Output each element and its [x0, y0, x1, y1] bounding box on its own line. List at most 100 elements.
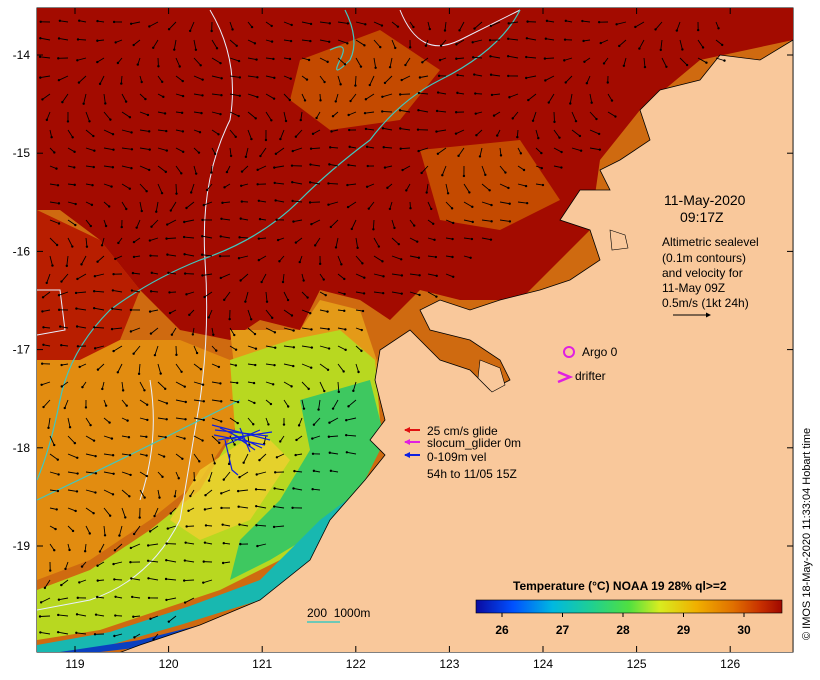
velocity-arrow-tip	[131, 271, 135, 275]
velocity-arrow	[133, 345, 141, 355]
velocity-arrow	[175, 453, 183, 460]
velocity-arrow-tip	[73, 166, 76, 169]
velocity-arrow-tip	[363, 276, 366, 279]
velocity-arrow-tip	[128, 453, 132, 457]
velocity-arrow-tip	[167, 27, 171, 31]
drifter-label: drifter	[575, 369, 606, 383]
velocity-arrow	[391, 219, 395, 229]
velocity-arrow	[458, 147, 465, 157]
velocity-arrow-tip	[202, 581, 205, 584]
velocity-arrow-tip	[103, 534, 107, 537]
velocity-arrow-tip	[345, 433, 348, 437]
velocity-arrow	[335, 93, 339, 102]
velocity-arrow-tip	[76, 472, 79, 475]
velocity-arrow-tip	[238, 523, 241, 526]
velocity-arrow-tip	[326, 60, 329, 64]
velocity-arrow	[319, 381, 325, 392]
velocity-arrow-tip	[183, 601, 187, 604]
velocity-arrow	[618, 39, 627, 47]
velocity-arrow-tip	[343, 63, 347, 66]
velocity-arrow	[103, 129, 114, 135]
velocity-arrow-tip	[506, 55, 510, 58]
velocity-arrow-tip	[147, 596, 151, 600]
velocity-arrow-tip	[381, 110, 384, 113]
velocity-arrow-tip	[443, 29, 447, 32]
velocity-arrow	[391, 237, 400, 245]
velocity-arrow-tip	[322, 278, 325, 281]
velocity-arrow-tip	[114, 41, 117, 44]
velocity-arrow	[509, 93, 519, 98]
velocity-arrow-tip	[250, 25, 254, 29]
velocity-arrow-tip	[540, 166, 543, 170]
velocity-arrow	[76, 308, 87, 311]
velocity-arrow-tip	[73, 441, 77, 445]
velocity-arrow-tip	[400, 78, 403, 82]
velocity-arrow-tip	[469, 256, 472, 259]
velocity-arrow-tip	[252, 423, 255, 426]
velocity-arrow	[421, 165, 429, 174]
velocity-arrow-tip	[150, 225, 153, 228]
velocity-arrow-tip	[42, 326, 45, 329]
velocity-arrow	[373, 57, 377, 68]
velocity-arrow	[185, 542, 195, 545]
velocity-arrow	[184, 253, 195, 257]
velocity-arrow	[85, 219, 92, 227]
velocity-arrow-tip	[254, 347, 258, 350]
velocity-arrow-tip	[328, 421, 331, 424]
velocity-arrow-tip	[292, 364, 295, 368]
y-axis: -14 -15 -16 -17 -18 -19	[13, 48, 793, 553]
velocity-arrow	[400, 147, 411, 150]
velocity-arrow-tip	[160, 80, 164, 84]
velocity-arrow-tip	[100, 244, 104, 247]
velocity-arrow-tip	[93, 633, 97, 636]
velocity-arrow	[312, 129, 321, 135]
velocity-arrow-tip	[189, 191, 193, 194]
velocity-arrow	[202, 235, 213, 239]
velocity-arrow-tip	[94, 472, 98, 475]
velocity-arrow	[247, 435, 250, 446]
velocity-arrow	[175, 183, 177, 194]
velocity-arrow-tip	[182, 235, 186, 239]
velocity-arrow	[220, 273, 231, 279]
velocity-arrow-tip	[361, 309, 365, 313]
velocity-arrow	[154, 507, 159, 517]
velocity-arrow	[437, 110, 447, 113]
velocity-arrow	[118, 525, 123, 536]
velocity-arrow	[103, 525, 106, 536]
velocity-arrow	[586, 75, 591, 84]
velocity-arrow	[193, 165, 197, 174]
velocity-arrow	[715, 39, 723, 46]
velocity-arrow-tip	[275, 218, 278, 222]
velocity-arrow	[67, 147, 75, 153]
velocity-arrow-tip	[311, 452, 315, 455]
velocity-arrow	[337, 345, 346, 351]
velocity-arrow	[112, 308, 123, 311]
velocity-arrow	[247, 345, 257, 350]
velocity-arrow-tip	[614, 115, 617, 118]
velocity-arrow	[157, 435, 166, 438]
velocity-arrow-tip	[362, 292, 366, 295]
velocity-arrow-tip	[381, 127, 385, 130]
velocity-arrow-tip	[194, 172, 198, 175]
altimetry-line: (0.1m contours)	[662, 251, 746, 265]
velocity-arrow-tip	[507, 186, 510, 190]
velocity-arrow-tip	[721, 43, 724, 47]
velocity-arrow-tip	[145, 403, 149, 406]
velocity-arrow	[283, 399, 289, 407]
velocity-arrow	[58, 614, 69, 617]
velocity-arrow-tip	[132, 352, 135, 355]
velocity-arrow-tip	[202, 400, 206, 403]
velocity-arrow	[589, 129, 600, 135]
velocity-arrow	[265, 291, 268, 302]
velocity-arrow	[157, 147, 167, 152]
velocity-arrow-tip	[519, 152, 523, 155]
velocity-arrow-tip	[181, 79, 184, 83]
velocity-arrow-tip	[203, 541, 207, 544]
velocity-arrow-tip	[240, 200, 244, 203]
velocity-arrow-tip	[43, 586, 47, 590]
velocity-arrow	[337, 327, 346, 330]
velocity-arrow-tip	[83, 550, 87, 553]
velocity-arrow-tip	[357, 370, 360, 374]
velocity-arrow-tip	[57, 598, 61, 601]
velocity-arrow	[184, 597, 195, 603]
